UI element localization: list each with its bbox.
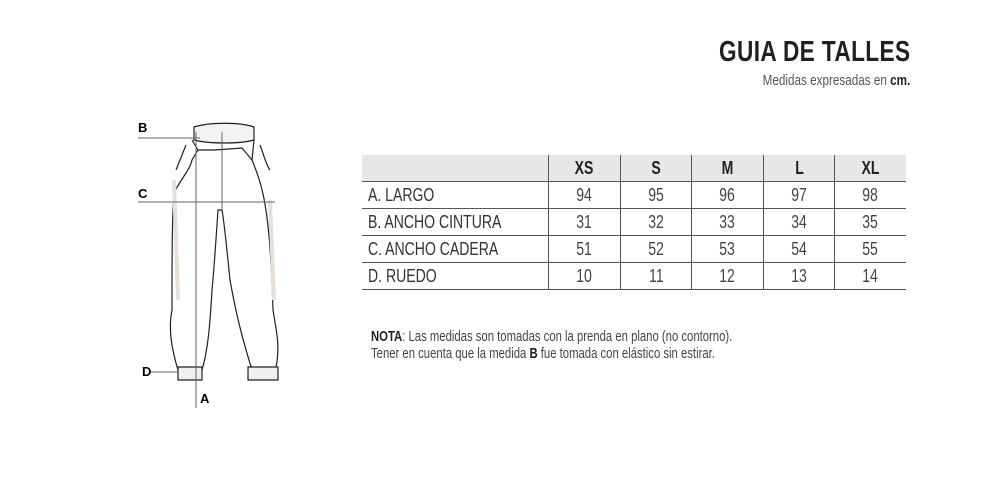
cell-value: 53	[691, 235, 764, 263]
page-subtitle: Medidas expresadas en cm.	[721, 72, 910, 89]
cell-value: 31	[548, 208, 621, 236]
cell-value: 98	[834, 181, 906, 209]
cell-value: 54	[763, 235, 835, 263]
size-table: XS S M L XL A. LARGO 94 95 96 97 98 B. A…	[362, 155, 906, 290]
label-d: D	[142, 364, 151, 379]
row-label: A. LARGO	[362, 181, 549, 209]
label-a: A	[200, 391, 210, 406]
row-label: C. ANCHO CADERA	[362, 235, 549, 263]
note: NOTA: Las medidas son tomadas con la pre…	[371, 329, 834, 363]
header-size: M	[691, 155, 764, 182]
note-line-2: Tener en cuenta que la medida	[371, 346, 530, 362]
cell-value: 55	[834, 235, 906, 263]
cell-value: 52	[620, 235, 692, 263]
cell-value: 97	[763, 181, 835, 209]
cell-value: 13	[763, 262, 835, 290]
header-empty-cell	[362, 155, 549, 182]
cell-value: 51	[548, 235, 621, 263]
page-title: GUIA DE TALLES	[718, 36, 910, 68]
table-row: D. RUEDO 10 11 12 13 14	[362, 262, 906, 290]
label-c: C	[138, 186, 148, 201]
cell-value: 35	[834, 208, 906, 236]
cell-value: 34	[763, 208, 835, 236]
unit-label: cm.	[889, 72, 910, 89]
row-label: D. RUEDO	[362, 262, 549, 290]
row-label: B. ANCHO CINTURA	[362, 208, 549, 236]
cell-value: 11	[620, 262, 692, 290]
header-size: L	[763, 155, 835, 182]
pants-illustration	[169, 122, 279, 381]
cell-value: 10	[548, 262, 621, 290]
header-size: XS	[548, 155, 621, 182]
pants-diagram: B C D A	[138, 120, 279, 408]
side-stripe-right	[268, 199, 276, 301]
cell-value: 95	[620, 181, 692, 209]
cell-value: 12	[691, 262, 764, 290]
cell-value: 32	[620, 208, 692, 236]
subtitle-text: Medidas expresadas en	[762, 72, 887, 89]
header-size: XL	[834, 155, 906, 182]
header-size: S	[620, 155, 692, 182]
cell-value: 14	[834, 262, 906, 290]
note-measure-b: B	[529, 346, 538, 362]
measure-lines	[138, 132, 275, 408]
table-row: A. LARGO 94 95 96 97 98	[362, 181, 906, 209]
table-row: C. ANCHO CADERA 51 52 53 54 55	[362, 235, 906, 263]
label-b: B	[138, 120, 147, 135]
table-header-row: XS S M L XL	[362, 155, 906, 182]
table-row: B. ANCHO CINTURA 31 32 33 34 35	[362, 208, 906, 236]
note-label: NOTA	[371, 329, 403, 345]
side-stripe-left	[172, 179, 180, 301]
note-line-2-end: fue tomada con elástico sin estirar.	[537, 346, 715, 362]
cell-value: 96	[691, 181, 764, 209]
note-line-1: : Las medidas son tomadas con la prenda …	[402, 329, 733, 345]
cell-value: 33	[691, 208, 764, 236]
cell-value: 94	[548, 181, 621, 209]
